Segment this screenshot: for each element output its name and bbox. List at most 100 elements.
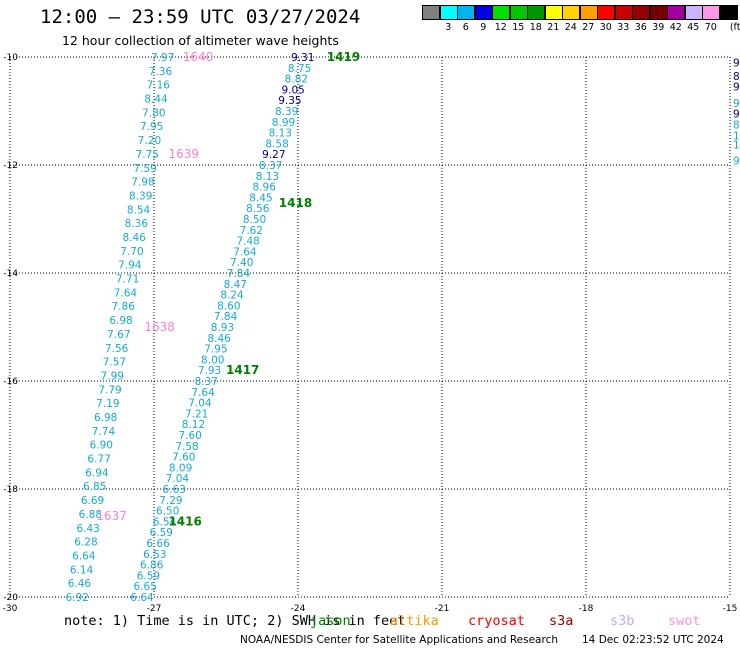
swh-value-west-track: 7.59 (133, 163, 156, 175)
swh-value-east-track: 8.12 (182, 419, 205, 431)
swh-value-east-track: 8.37 (259, 160, 282, 172)
edge-swh-value: 9 (733, 156, 740, 168)
swh-value-west-track: 6.88 (79, 509, 102, 521)
swh-value-west-track: 7.95 (140, 121, 163, 133)
swh-value-west-track: 7.19 (96, 398, 119, 410)
swh-value-east-track: 8.99 (272, 117, 295, 129)
swh-value-east-track: 7.64 (191, 387, 215, 399)
satellite-source-swot: swot (668, 613, 701, 629)
swh-value-east-track: 6.53 (143, 549, 166, 561)
swh-value-west-track: 6.98 (94, 412, 117, 424)
swh-value-west-track: 6.92 (66, 592, 89, 604)
swh-value-east-track: 8.47 (224, 279, 247, 291)
edge-swh-value: 8 (733, 120, 740, 132)
lat-tick-label: -12 (3, 161, 18, 171)
lon-tick-label: -21 (435, 604, 450, 614)
lon-tick-label: -27 (147, 604, 162, 614)
swh-value-west-track: 7.98 (131, 177, 154, 189)
legend-label: 21 (547, 22, 560, 33)
swh-value-east-track: 6.50 (156, 506, 179, 518)
swh-value-west-track: 6.94 (85, 467, 109, 479)
swh-value-west-track: 7.99 (101, 370, 124, 382)
legend-label: 3 (445, 22, 452, 33)
swh-value-west-track: 7.16 (147, 80, 171, 92)
swh-value-west-track: 7.74 (92, 426, 116, 438)
swh-value-east-track: 6.59 (150, 527, 173, 539)
swh-value-east-track: 8.37 (195, 376, 218, 388)
satellite-source-s3b: s3b (610, 613, 635, 629)
swh-value-east-track: 7.29 (159, 495, 182, 507)
satellite-source-s3a: s3a (549, 613, 574, 629)
pass-number-label: 1416 (168, 514, 201, 528)
lon-tick-label: -24 (291, 604, 306, 614)
legend-label: 12 (494, 22, 507, 33)
swh-value-east-track: 6.86 (140, 560, 164, 572)
swh-value-west-track: 8.39 (129, 190, 152, 202)
swh-value-east-track: 7.62 (240, 225, 263, 237)
swh-value-east-track: 6.59 (137, 570, 160, 582)
swh-value-west-track: 6.85 (83, 481, 106, 493)
swh-value-east-track: 7.21 (185, 408, 208, 420)
swh-value-east-track: 7.04 (188, 398, 212, 410)
swh-value-east-track: 9.05 (281, 84, 304, 96)
legend-label: 18 (529, 22, 542, 33)
swh-value-east-track: 8.00 (201, 354, 224, 366)
swh-value-east-track: 8.58 (265, 138, 288, 150)
pass-number-label: 1418 (279, 196, 312, 210)
legend-unit: (ft) (729, 22, 740, 33)
satellite-source-jason: jason (310, 613, 351, 629)
swh-value-east-track: 7.60 (179, 430, 202, 442)
pass-number-label: 1417 (226, 363, 259, 377)
swh-value-west-track: 7.64 (114, 287, 138, 299)
generated-timestamp: 14 Dec 02:23:52 UTC 2024 (582, 634, 724, 646)
lat-tick-label: -20 (3, 593, 18, 603)
note-text: note: 1) Time is in UTC; 2) SWH is in fe… (64, 613, 406, 629)
swh-value-west-track: 6.77 (87, 454, 110, 466)
swh-value-east-track: 8.60 (217, 300, 240, 312)
page-title: 12:00 – 23:59 UTC 03/27/2024 (40, 6, 361, 28)
swh-value-west-track: 6.14 (70, 564, 94, 576)
swh-value-east-track: 8.56 (246, 203, 270, 215)
legend-label: 39 (652, 22, 665, 33)
swh-value-east-track: 6.64 (130, 592, 154, 604)
swh-value-west-track: 7.71 (116, 274, 139, 286)
swh-value-east-track: 8.75 (288, 63, 311, 75)
legend-label: 33 (617, 22, 630, 33)
swh-value-east-track: 6.65 (134, 581, 157, 593)
legend-label: 24 (564, 22, 577, 33)
swh-value-east-track: 7.64 (233, 246, 257, 258)
pass-number-label: 1638 (144, 320, 175, 334)
swh-value-west-track: 8.36 (125, 218, 149, 230)
pass-number-label: 1639 (168, 147, 199, 161)
swh-value-west-track: 8.44 (144, 94, 168, 106)
lon-tick-label: -18 (579, 604, 594, 614)
swh-value-east-track: 6.54 (153, 516, 177, 528)
swh-value-west-track: 7.70 (120, 246, 143, 258)
swh-value-east-track: 8.50 (243, 214, 266, 226)
swh-value-west-track: 7.86 (112, 301, 136, 313)
legend-label: 27 (582, 22, 595, 33)
swh-value-east-track: 9.31 (291, 52, 314, 64)
swh-value-east-track: 7.60 (172, 452, 195, 464)
swh-value-west-track: 7.94 (118, 260, 142, 272)
swh-value-east-track: 8.13 (269, 128, 292, 140)
legend-label: 36 (634, 22, 647, 33)
swh-value-east-track: 8.82 (285, 74, 308, 86)
edge-swh-value: 9 (733, 82, 740, 94)
swh-value-west-track: 7.56 (105, 343, 129, 355)
legend-swatch (719, 5, 738, 20)
swh-value-east-track: 8.46 (207, 333, 231, 345)
swh-value-west-track: 7.20 (138, 135, 161, 147)
swh-value-west-track: 7.80 (142, 107, 165, 119)
satellite-source-cryosat: cryosat (468, 613, 525, 629)
pass-number-label: 1637 (96, 509, 127, 523)
swh-value-east-track: 9.27 (262, 149, 285, 161)
swh-value-east-track: 7.48 (236, 236, 259, 248)
swh-value-west-track: 7.36 (149, 66, 173, 78)
swh-value-west-track: 7.57 (103, 357, 126, 369)
swh-value-east-track: 7.04 (166, 473, 190, 485)
swh-value-east-track: 7.40 (230, 257, 253, 269)
swh-value-west-track: 7.67 (107, 329, 130, 341)
swh-value-west-track: 7.97 (151, 52, 174, 64)
